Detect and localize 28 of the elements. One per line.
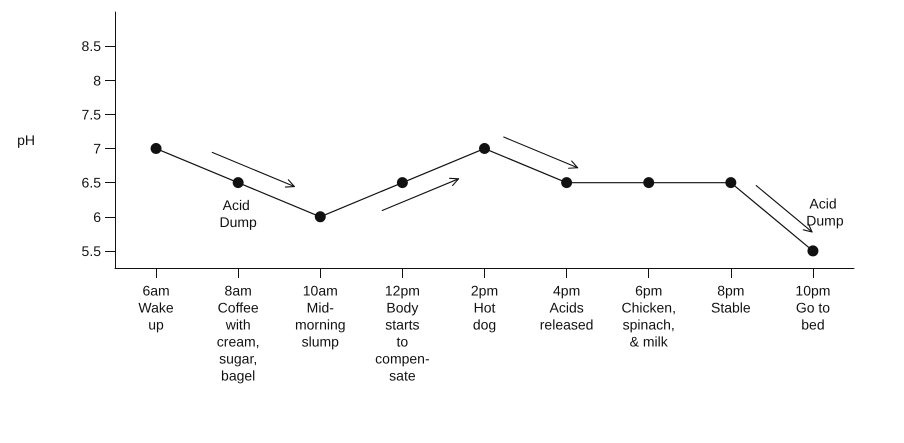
x-tick-label: 4pm Acids released xyxy=(540,282,594,332)
point xyxy=(150,143,162,154)
x-tick-label: 6am Wake up xyxy=(138,282,174,332)
x-tick-label: 8pm Stable xyxy=(710,282,751,316)
y-tick-label: 7.5 xyxy=(82,106,102,122)
y-tick-label: 8 xyxy=(93,72,102,88)
point xyxy=(807,245,818,256)
annotation: Acid Dump xyxy=(806,195,844,228)
y-tick-label: 8.5 xyxy=(82,38,102,54)
point xyxy=(479,143,490,154)
y-tick-label: 5.5 xyxy=(82,242,102,259)
x-tick-label: 6pm Chicken, spinach, & milk xyxy=(621,282,676,350)
x-tick-label: 8am Coffee with cream, sugar, bagel xyxy=(216,282,260,384)
x-tick-label: 10pm Go to bed xyxy=(795,282,830,332)
point xyxy=(725,177,736,188)
y-axis-title: pH xyxy=(17,132,35,148)
x-tick-label: 2pm Hot dog xyxy=(470,282,498,332)
point xyxy=(314,211,326,222)
x-tick-label: 10am Mid- morning slump xyxy=(294,282,346,350)
point xyxy=(561,177,572,188)
point xyxy=(643,177,654,188)
y-tick-label: 6.5 xyxy=(82,174,102,191)
x-tick-label: 12pm Body starts to compen- sate xyxy=(375,282,430,384)
y-tick-label: 7 xyxy=(93,140,102,157)
annotation: Acid Dump xyxy=(219,197,258,230)
point xyxy=(232,177,244,188)
y-tick-label: 6 xyxy=(93,208,102,225)
point xyxy=(396,177,408,188)
